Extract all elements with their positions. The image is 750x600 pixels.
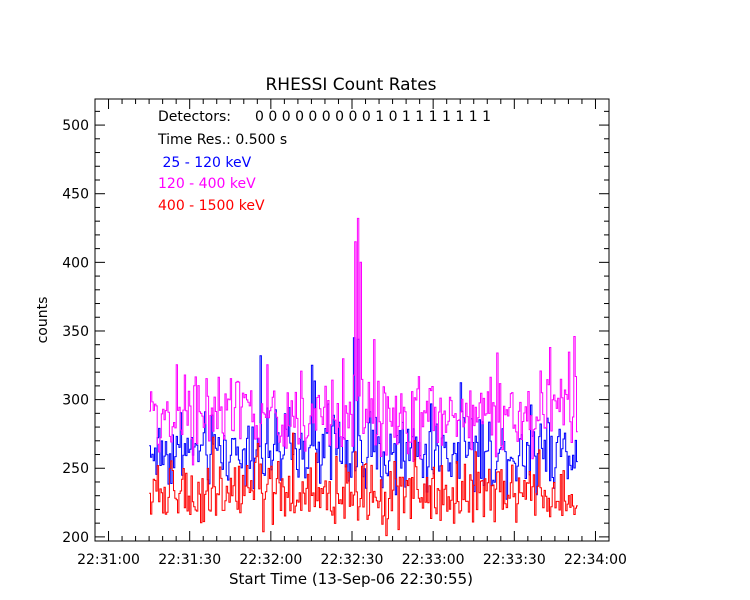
x-axis-label: Start Time (13-Sep-06 22:30:55) xyxy=(229,570,473,588)
x-tick-label: 22:33:00 xyxy=(402,552,465,568)
legend-series-3: 400 - 1500 keV xyxy=(158,198,265,214)
x-tick-label: 22:31:30 xyxy=(158,552,221,568)
y-axis-label: counts xyxy=(35,297,51,344)
y-tick-label: 300 xyxy=(62,393,89,409)
detectors-label: Detectors: xyxy=(158,109,231,125)
x-tick-label: 22:31:00 xyxy=(77,552,140,568)
y-tick-label: 200 xyxy=(62,530,89,546)
x-tick-label: 22:33:30 xyxy=(483,552,546,568)
y-tick-label: 350 xyxy=(62,324,89,340)
legend: Detectors: 0 0 0 0 0 0 0 0 0 1 0 1 1 1 1… xyxy=(157,109,491,214)
chart-title: RHESSI Count Rates xyxy=(265,75,436,95)
y-tick-label: 400 xyxy=(62,255,89,271)
series-line-3 xyxy=(149,432,578,537)
x-tick-label: 22:32:00 xyxy=(239,552,302,568)
y-tick-label: 500 xyxy=(62,118,89,134)
series-layer xyxy=(149,217,578,537)
x-tick-label: 22:32:30 xyxy=(321,552,384,568)
time-resolution: Time Res.: 0.500 s xyxy=(157,132,287,148)
y-tick-label: 450 xyxy=(62,187,89,203)
series-line-1 xyxy=(149,337,578,500)
legend-series-2: 120 - 400 keV xyxy=(158,176,256,192)
x-tick-label: 22:34:00 xyxy=(564,552,627,568)
y-axis: 200 250 300 350 400 450 500 xyxy=(62,110,609,546)
y-tick-label: 250 xyxy=(62,461,89,477)
x-axis: 22:31:00 22:31:30 22:32:00 22:32:30 22:33:00… xyxy=(77,99,627,568)
series-line-2 xyxy=(149,217,578,466)
detectors-values: 0 0 0 0 0 0 0 0 0 1 0 1 1 1 1 1 1 1 xyxy=(255,109,491,125)
legend-series-1: 25 - 120 keV xyxy=(158,155,252,171)
